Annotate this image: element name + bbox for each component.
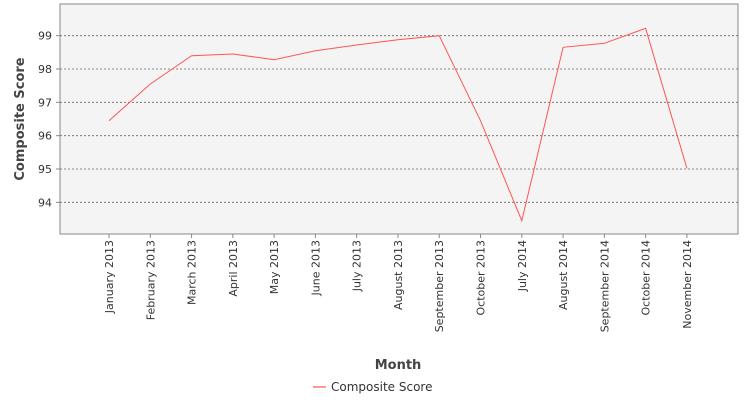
x-tick-label: October 2013 [475, 240, 488, 316]
x-tick-label: January 2013 [103, 240, 116, 314]
x-tick-label: June 2013 [309, 240, 322, 296]
x-tick-label: November 2014 [681, 240, 694, 329]
x-tick-label: April 2013 [227, 240, 240, 297]
x-tick-label: September 2013 [433, 240, 446, 332]
legend-label-composite-score: Composite Score [331, 380, 432, 394]
x-tick-label: July 2013 [351, 240, 364, 292]
y-tick-label: 95 [38, 163, 52, 176]
x-tick-label: February 2013 [144, 240, 157, 320]
x-tick-label: July 2014 [516, 240, 529, 292]
y-tick-label: 98 [38, 63, 52, 76]
x-tick-label: August 2013 [392, 240, 405, 310]
series-line-composite-score [108, 27, 688, 223]
y-axis-ticks: 94 95 96 97 98 99 [38, 30, 60, 209]
x-tick-label: March 2013 [186, 240, 199, 305]
y-tick-label: 97 [38, 96, 52, 109]
x-tick-label: September 2014 [598, 240, 611, 332]
legend: Composite Score [313, 380, 432, 394]
y-tick-label: 96 [38, 130, 52, 143]
y-tick-label: 99 [38, 30, 52, 43]
plot-area [59, 3, 739, 235]
x-tick-label: October 2014 [640, 240, 653, 316]
x-tick-label: May 2013 [268, 240, 281, 294]
y-axis-title: Composite Score [13, 57, 28, 180]
x-axis-ticks: January 2013 February 2013 March 2013 April… [103, 234, 694, 332]
x-axis-title: Month [375, 358, 422, 373]
x-tick-label: August 2014 [557, 240, 570, 310]
y-tick-label: 94 [38, 196, 52, 209]
